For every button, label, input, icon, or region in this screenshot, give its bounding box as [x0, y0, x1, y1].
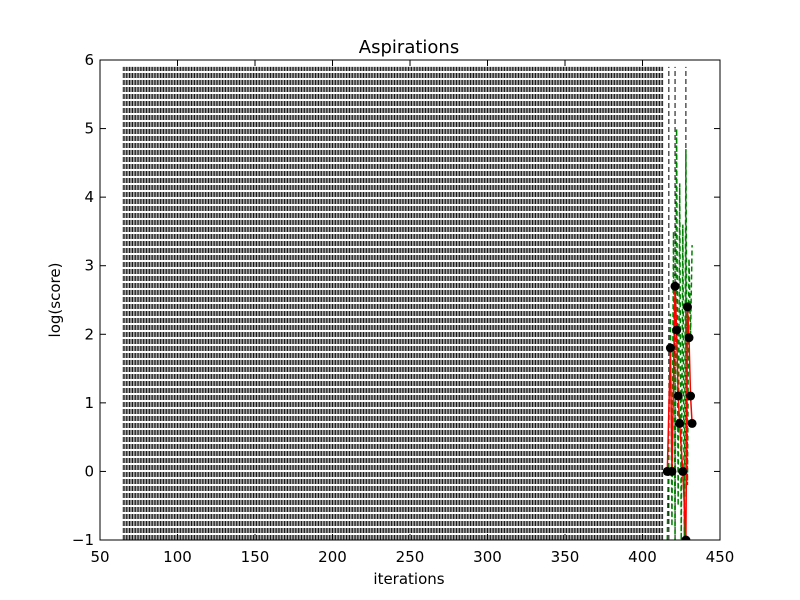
x-tick-label: 300 [473, 548, 502, 566]
data-point [670, 281, 680, 291]
x-tick-label: 450 [706, 548, 735, 566]
data-point [673, 391, 683, 401]
y-tick-label: −1 [72, 531, 94, 549]
x-tick-label: 200 [318, 548, 347, 566]
data-point [681, 535, 691, 540]
data-point [675, 418, 685, 428]
y-tick-label: 1 [84, 394, 94, 412]
data-point [687, 418, 697, 428]
series-green-dashed [666, 128, 693, 540]
x-tick-label: 250 [396, 548, 425, 566]
x-tick-label: 50 [90, 548, 109, 566]
x-tick-label: 400 [628, 548, 657, 566]
data-point [672, 325, 682, 335]
data-point [665, 343, 675, 353]
x-tick-label: 350 [551, 548, 580, 566]
data-point [686, 391, 696, 401]
y-tick-label: 4 [84, 188, 94, 206]
y-tick-label: 0 [84, 462, 94, 480]
x-tick-label: 100 [163, 548, 192, 566]
y-tick-label: 6 [84, 51, 94, 69]
y-tick-label: 5 [84, 120, 94, 138]
x-axis: 50 100 150 200 250 300 350 400 450 [90, 60, 734, 566]
y-tick-label: 2 [84, 325, 94, 343]
plot-area [122, 66, 697, 540]
data-point [684, 333, 694, 343]
y-axis: −1 0 1 2 3 4 5 6 [72, 51, 720, 549]
data-point [667, 466, 677, 476]
x-tick-label: 150 [241, 548, 270, 566]
y-axis-label: log(score) [46, 263, 64, 338]
chart-title: Aspirations [359, 37, 459, 58]
y-tick-label: 3 [84, 257, 94, 275]
x-axis-label: iterations [373, 570, 444, 588]
data-point [678, 466, 688, 476]
data-point [682, 302, 692, 312]
